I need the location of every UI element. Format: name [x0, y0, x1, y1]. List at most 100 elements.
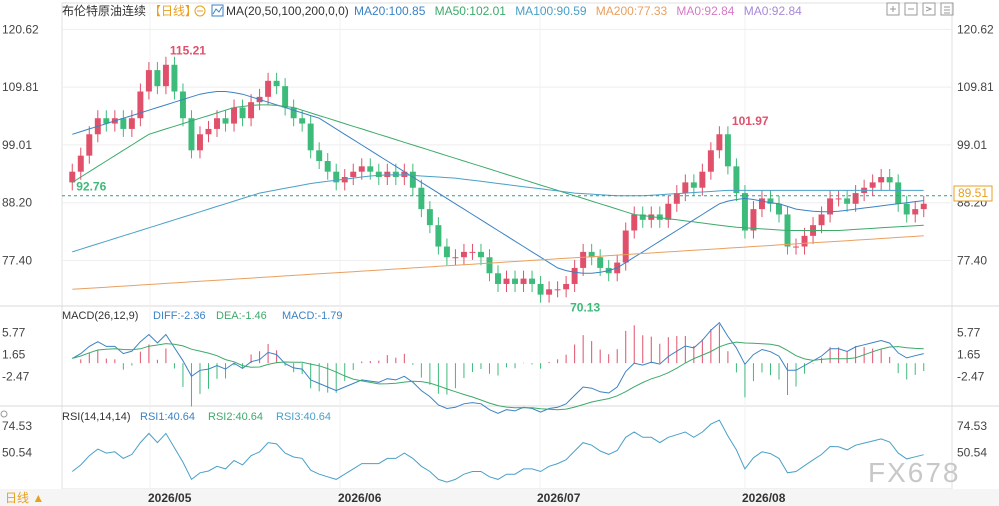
x-axis-label: 2026/05: [148, 491, 192, 505]
candle-body: [179, 91, 186, 119]
candle-body: [844, 198, 851, 204]
candle-body: [554, 289, 561, 291]
candle-body: [231, 107, 238, 124]
y-tick-label: 99.01: [2, 138, 32, 152]
candle-body: [580, 251, 587, 268]
candle-body: [162, 64, 169, 87]
candle-body: [486, 257, 493, 274]
ma-values: MA20:100.85 MA50:102.01 MA100:90.59 MA200:7…: [354, 4, 802, 18]
candle-body: [631, 214, 638, 231]
candle-body: [171, 64, 178, 92]
macd-dea-line: [72, 341, 924, 411]
y-tick-label: 99.01: [957, 138, 987, 152]
candle-body: [350, 171, 357, 178]
macd-tick-label: 1.65: [2, 347, 26, 361]
x-axis-label: 2026/06: [338, 491, 382, 505]
candle-body: [520, 278, 527, 284]
rsi-label: RSI(14,14,14): [62, 411, 130, 423]
y-ticks-right: 120.62109.8199.0188.2077.405.771.65-2.47…: [957, 22, 994, 459]
candle-body: [529, 278, 536, 284]
candle-body: [409, 171, 416, 188]
candle-body: [724, 134, 731, 167]
candle-body: [154, 70, 161, 87]
candle-body: [265, 80, 272, 97]
price-annotations: 115.21 92.76 101.97 70.13: [76, 43, 769, 314]
candle-body: [239, 107, 246, 119]
candle-body: [307, 123, 314, 151]
period-switch-button[interactable]: 日线 ▲: [5, 491, 44, 505]
candle-body: [597, 257, 604, 268]
ma50-line: [72, 104, 924, 231]
candle-body: [741, 193, 748, 231]
candles: [69, 56, 927, 303]
candle-body: [758, 198, 765, 210]
settings-icon[interactable]: [194, 5, 206, 17]
candle-body: [469, 251, 476, 253]
candle-body: [120, 118, 127, 129]
candle-body: [384, 171, 391, 178]
svg-text:89.51: 89.51: [958, 186, 988, 200]
footer-bar: [0, 489, 999, 506]
candle-body: [699, 171, 706, 188]
candle-body: [367, 166, 374, 172]
candle-body: [818, 214, 825, 226]
collapse-icon[interactable]: [0, 410, 8, 418]
indicator-icon[interactable]: [211, 4, 224, 17]
macd-tick-label: 5.77: [957, 326, 981, 340]
candle-body: [299, 118, 306, 124]
price-annotation-label: 70.13: [570, 300, 600, 314]
ma-label: MA(20,50,100,200,0,0): [226, 4, 349, 18]
candle-body: [869, 182, 876, 188]
price-annotation-label: 92.76: [76, 179, 106, 193]
y-tick-label: 109.81: [957, 80, 994, 94]
candle-body: [188, 118, 195, 151]
ma-value: MA50:102.01: [435, 4, 507, 18]
ma200-line: [72, 235, 924, 290]
candle-body: [128, 118, 135, 129]
candle-body: [682, 182, 689, 194]
macd-tick-label: -2.47: [957, 369, 985, 383]
more-icon[interactable]: [940, 2, 954, 16]
x-axis-labels: 2026/05 2026/06 2026/07 2026/08: [148, 491, 786, 505]
zoom-in-icon[interactable]: [886, 2, 900, 16]
candle-body: [333, 171, 340, 183]
candle-body: [401, 171, 408, 178]
rsi-tick-label: 50.54: [957, 446, 987, 460]
candle-body: [750, 209, 757, 231]
candle-body: [290, 107, 297, 119]
plot-frame: [61, 2, 953, 490]
macd-dea-value: DEA:-1.46: [216, 310, 267, 322]
y-tick-label: 77.40: [957, 253, 987, 267]
candle-body: [895, 182, 902, 204]
macd-label: MACD(26,12,9): [62, 310, 138, 322]
candle-body: [912, 209, 919, 215]
candle-body: [622, 230, 629, 263]
candle-body: [571, 267, 578, 284]
x-axis-label: 2026/07: [537, 491, 581, 505]
zoom-out-icon[interactable]: [904, 2, 918, 16]
rsi-line: [71, 419, 924, 483]
price-annotation-label: 101.97: [732, 114, 769, 128]
ma-value: MA20:100.85: [354, 4, 426, 18]
candle-body: [656, 214, 663, 220]
macd-panel: [72, 321, 925, 414]
rsi-tick-label: 74.53: [2, 419, 32, 433]
candle-body: [716, 134, 723, 151]
period-label[interactable]: 【日线】: [149, 4, 197, 18]
candle-body: [639, 214, 646, 220]
candle-body: [375, 171, 382, 178]
y-tick-label: 120.62: [957, 22, 994, 36]
candle-body: [648, 214, 655, 220]
ma-value: MA100:90.59: [515, 4, 587, 18]
candle-body: [248, 102, 255, 119]
candle-body: [222, 118, 229, 124]
candle-body: [69, 171, 76, 183]
y-tick-label: 109.81: [2, 80, 39, 94]
rsi3-value: RSI3:40.64: [276, 411, 331, 423]
macd-bars: [80, 324, 925, 407]
candle-body: [426, 209, 433, 226]
candle-body: [503, 278, 510, 284]
candle-body: [903, 203, 910, 215]
shift-icon[interactable]: [922, 2, 936, 16]
